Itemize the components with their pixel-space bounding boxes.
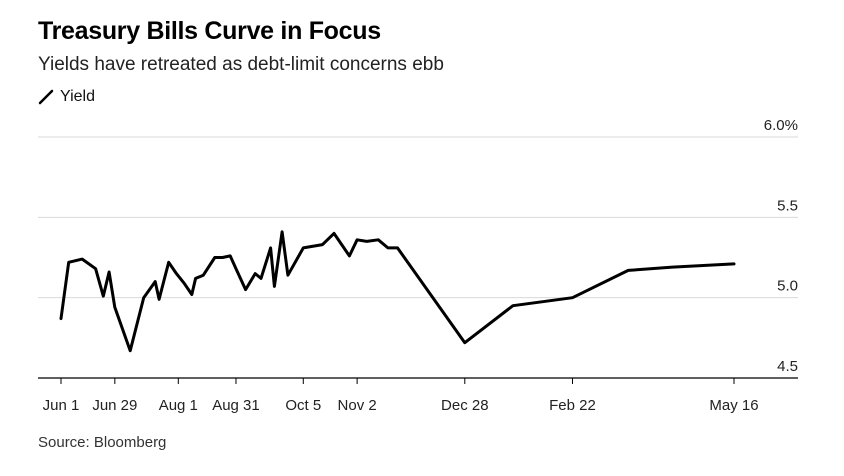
chart-legend: Yield [38, 86, 95, 108]
y-tick-label: 5.5 [777, 197, 798, 214]
source-note: Source: Bloomberg [38, 434, 167, 451]
x-tick-label: Feb 22 [549, 397, 596, 414]
x-tick-label: Jun 1 [43, 397, 80, 414]
y-tick-label: 6.0% [764, 117, 798, 134]
legend-label: Yield [60, 88, 95, 105]
x-tick-label: Oct 5 [285, 397, 321, 414]
x-tick-label: Jun 29 [92, 397, 137, 414]
x-tick-label: Aug 31 [212, 397, 260, 414]
x-tick-label: Dec 28 [441, 397, 489, 414]
chart-title: Treasury Bills Curve in Focus [38, 17, 381, 45]
x-tick-label: Aug 1 [159, 397, 198, 414]
y-tick-label: 5.0 [777, 278, 798, 295]
line-legend-icon [38, 89, 54, 105]
chart-subtitle: Yields have retreated as debt-limit conc… [38, 54, 444, 75]
x-tick-label: Nov 2 [338, 397, 377, 414]
series-line-yield [59, 230, 736, 353]
y-tick-label: 4.5 [777, 358, 798, 375]
x-tick-label: May 16 [709, 397, 758, 414]
